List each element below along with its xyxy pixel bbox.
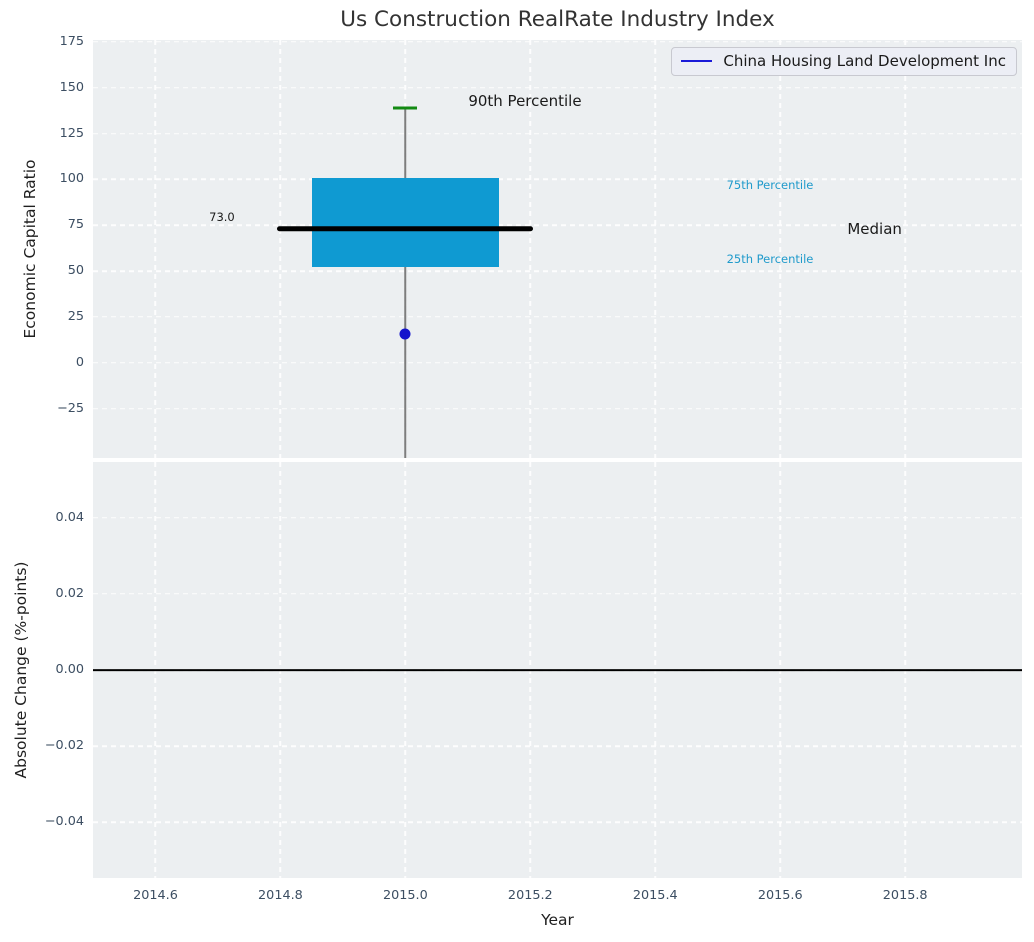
vertical-gridline bbox=[654, 40, 657, 458]
horizontal-gridline bbox=[93, 86, 1022, 89]
x-tick-label: 2015.2 bbox=[507, 888, 553, 903]
horizontal-gridline bbox=[93, 178, 1022, 181]
horizontal-gridline bbox=[93, 224, 1022, 226]
horizontal-gridline bbox=[93, 517, 1022, 519]
legend: China Housing Land Development Inc bbox=[671, 47, 1017, 76]
horizontal-gridline bbox=[93, 270, 1022, 272]
zero-change-line bbox=[93, 669, 1022, 671]
x-tick-label: 2015.0 bbox=[382, 888, 428, 903]
bottom-axes-absolute-change bbox=[93, 462, 1022, 878]
y-tick-label: 0 bbox=[75, 354, 84, 370]
vertical-gridline bbox=[904, 40, 906, 458]
percentile-90-cap bbox=[393, 106, 418, 110]
x-axis-label: Year bbox=[541, 911, 574, 929]
horizontal-gridline bbox=[93, 132, 1022, 135]
median-line bbox=[277, 226, 534, 232]
legend-line-icon bbox=[681, 59, 713, 63]
legend-label: China Housing Land Development Inc bbox=[723, 52, 1006, 70]
y-tick-label: 75 bbox=[67, 217, 84, 233]
x-tick-label: 2015.6 bbox=[757, 888, 803, 903]
iqr-box bbox=[311, 177, 500, 268]
y-tick-label: 0.02 bbox=[55, 585, 85, 601]
y-tick-label: 50 bbox=[67, 263, 84, 278]
annotation-25th-percentile: 25th Percentile bbox=[726, 252, 814, 267]
x-tick-label: 2015.8 bbox=[882, 888, 928, 903]
vertical-gridline bbox=[779, 40, 781, 458]
horizontal-gridline bbox=[93, 407, 1022, 410]
y-tick-label: −25 bbox=[56, 400, 84, 416]
y-tick-label: 100 bbox=[59, 171, 84, 187]
horizontal-gridline bbox=[93, 821, 1022, 823]
x-tick-label: 2015.4 bbox=[632, 888, 678, 903]
annotation-90th-percentile: 90th Percentile bbox=[468, 92, 582, 111]
x-tick-label: 2014.6 bbox=[133, 888, 178, 903]
horizontal-gridline bbox=[93, 593, 1022, 595]
y-tick-label: 0.04 bbox=[55, 509, 85, 525]
y-tick-label: 150 bbox=[59, 79, 84, 95]
y-tick-label: 175 bbox=[59, 33, 84, 49]
vertical-gridline bbox=[154, 40, 157, 458]
company-point bbox=[399, 328, 411, 340]
annotation-median: Median bbox=[847, 219, 902, 238]
x-tick-label: 2014.8 bbox=[258, 888, 303, 903]
chart-title: Us Construction RealRate Industry Index bbox=[340, 7, 775, 32]
top-axes-economic-capital-ratio: China Housing Land Development Inc 90th … bbox=[93, 40, 1022, 458]
vertical-gridline bbox=[279, 40, 282, 458]
whisker-line bbox=[404, 107, 407, 458]
y-tick-label: −0.04 bbox=[44, 814, 84, 830]
horizontal-gridline bbox=[93, 361, 1022, 364]
horizontal-gridline bbox=[93, 745, 1022, 747]
y-tick-label: −0.02 bbox=[44, 738, 84, 754]
y-tick-label: 25 bbox=[67, 308, 84, 324]
horizontal-gridline bbox=[93, 41, 1022, 43]
y-tick-label: 0.00 bbox=[55, 662, 85, 677]
annotation-73-0: 73.0 bbox=[209, 209, 235, 224]
vertical-gridline bbox=[529, 40, 532, 458]
y-tick-label: 125 bbox=[59, 125, 84, 141]
horizontal-gridline bbox=[93, 316, 1022, 318]
annotation-75th-percentile: 75th Percentile bbox=[726, 178, 814, 193]
